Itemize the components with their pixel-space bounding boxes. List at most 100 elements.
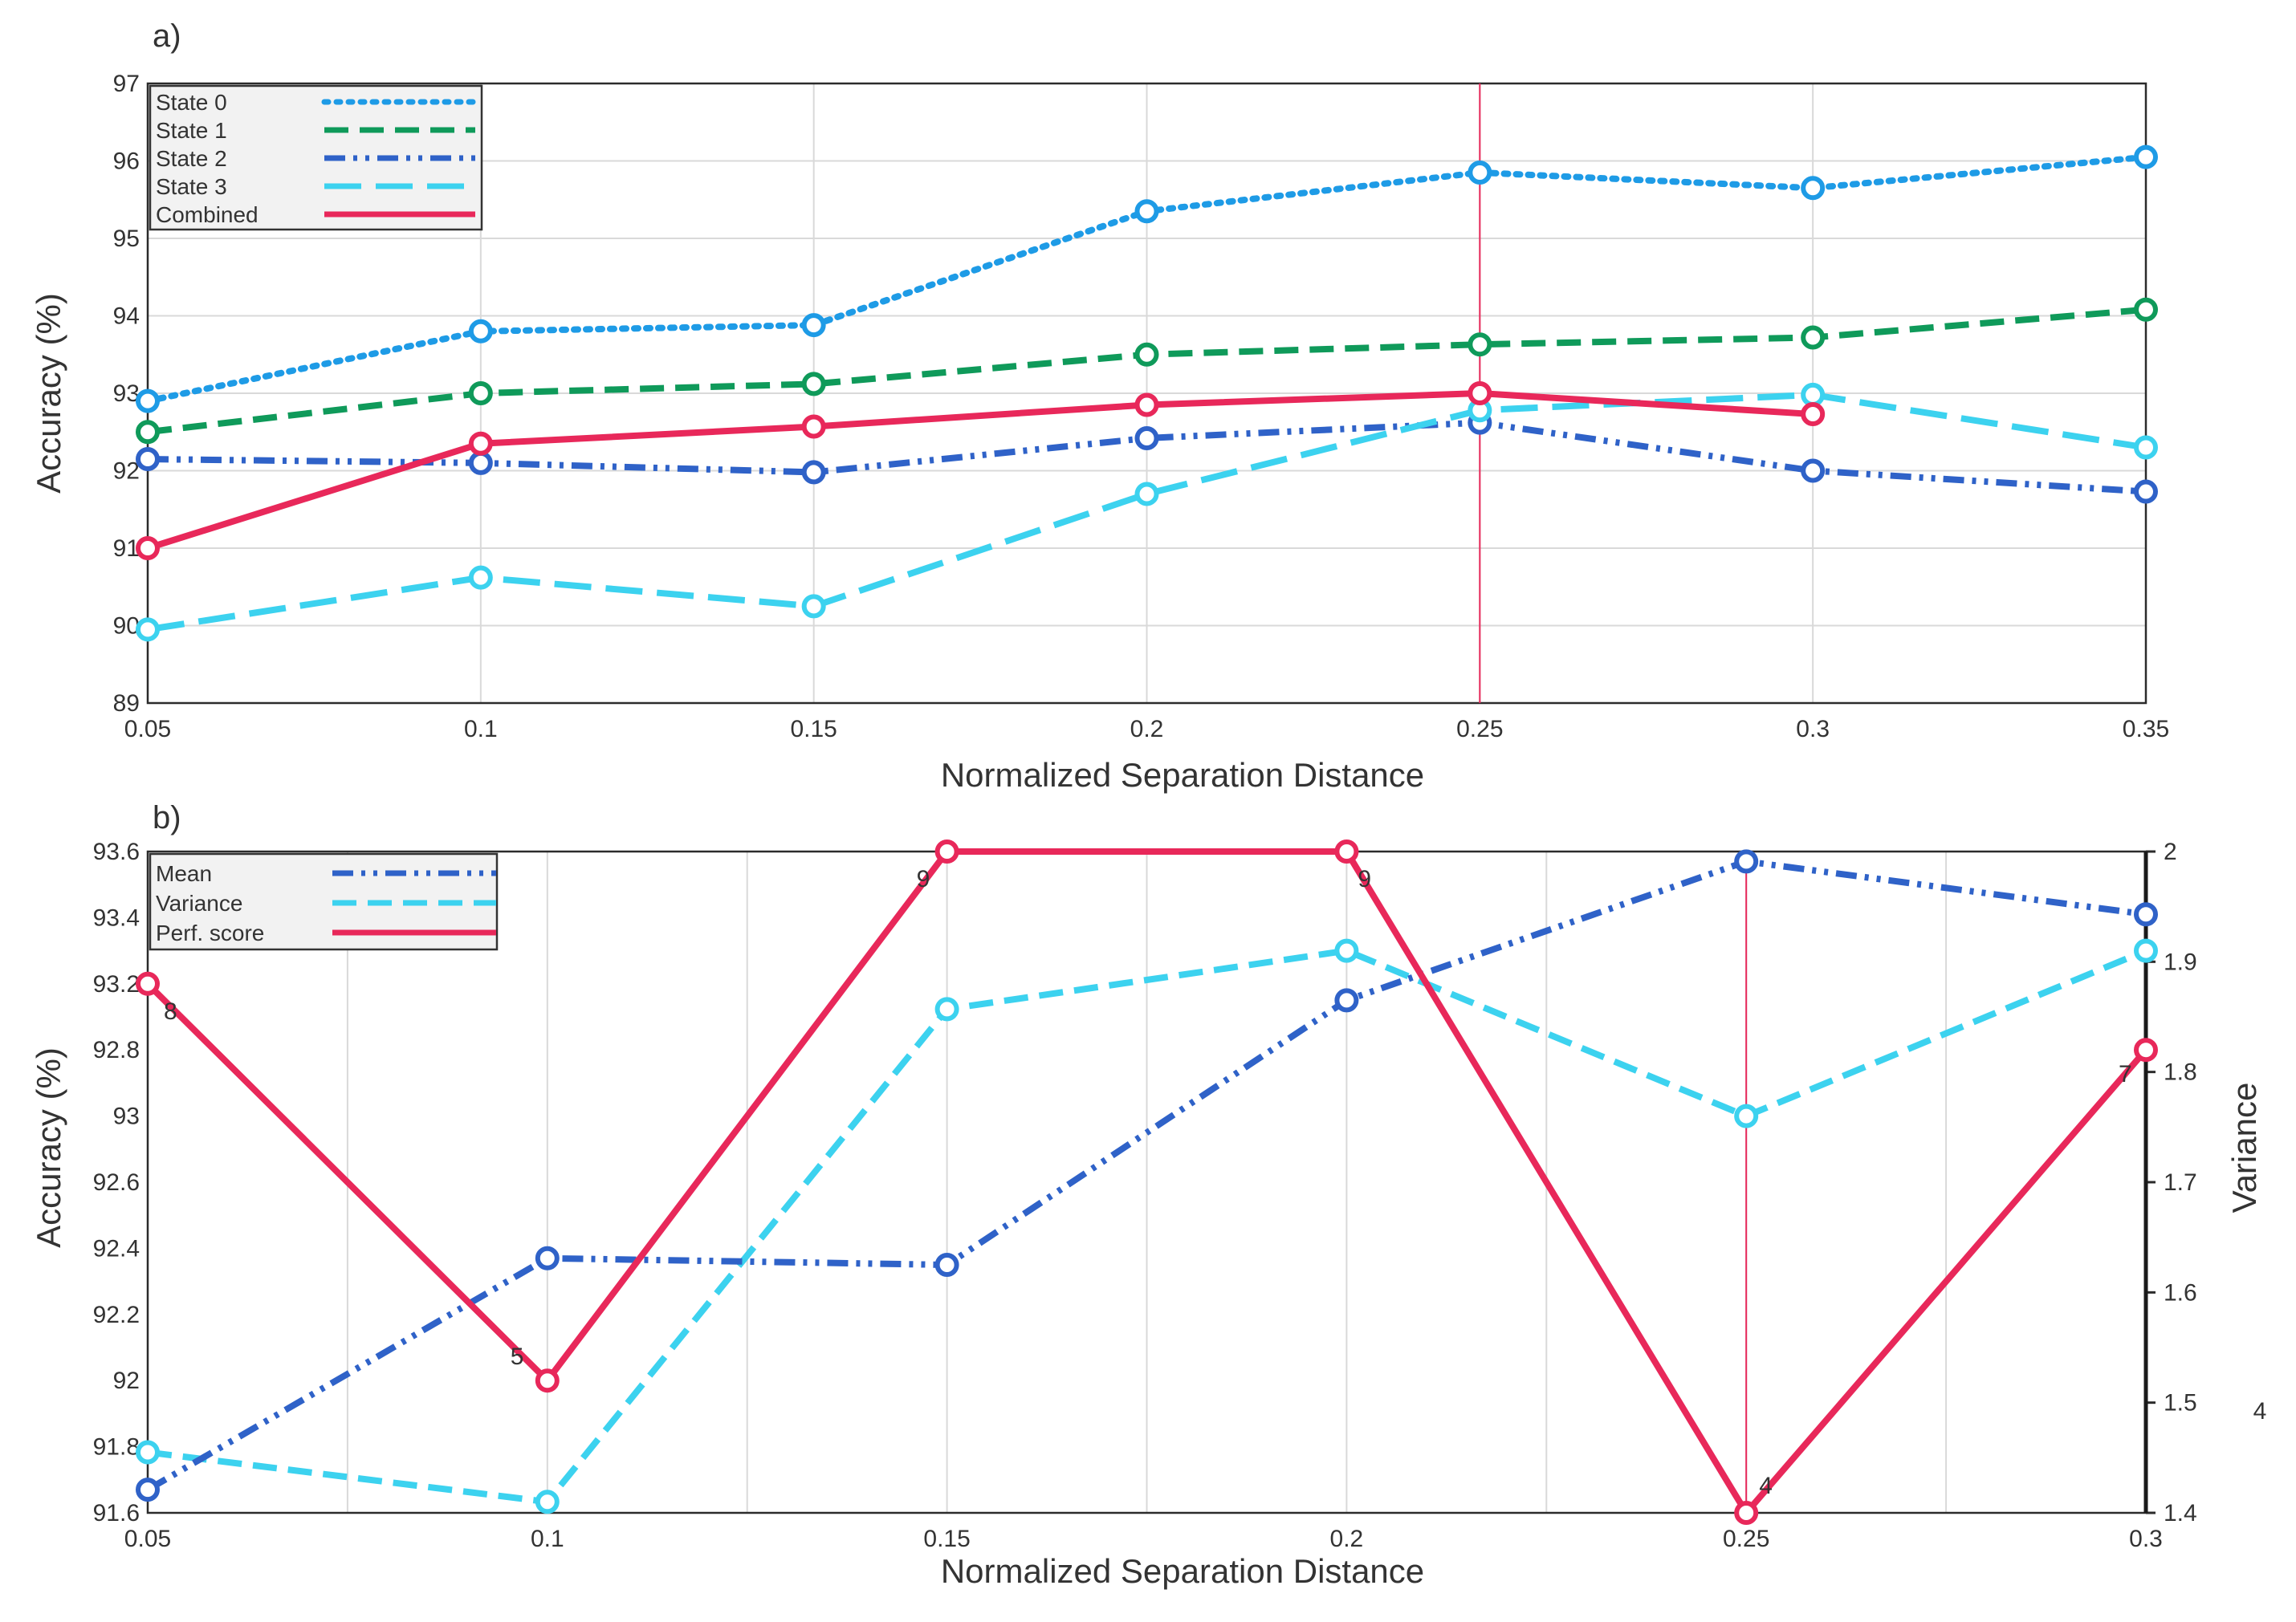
data-point-variance (934, 997, 959, 1022)
data-point-state-3 (468, 565, 493, 590)
y-tick-label: 95 (113, 226, 140, 252)
right-tick-label: 1.4 (2164, 1500, 2197, 1526)
x-tick-label: 0.1 (531, 1526, 564, 1552)
right-tick-label: 2 (2164, 839, 2177, 865)
legend-label-state-0: State 0 (156, 90, 227, 115)
x-tick-label: 0.2 (1130, 716, 1164, 742)
x-axis-label-b: Normalized Separation Distance (941, 1552, 1424, 1590)
y-tick-label: 89 (113, 690, 140, 717)
data-point-state-3 (136, 617, 160, 642)
y-tick-label: 93.6 (93, 839, 140, 865)
y-tick-label: 92 (113, 458, 140, 485)
x-tick-label: 0.3 (1796, 716, 1830, 742)
y-tick-label: 91.6 (93, 1500, 140, 1526)
panel-label-a: a) (153, 18, 181, 54)
y-axis-label-right: Variance (2225, 1083, 2263, 1213)
series-line-combined (146, 390, 1814, 551)
series-line-mean (145, 858, 2147, 1493)
legend-label-state-3: State 3 (156, 174, 227, 199)
data-point-state-1 (1468, 332, 1492, 357)
data-point-variance (136, 1440, 160, 1465)
data-point-state-1 (1134, 342, 1159, 367)
data-point-mean (136, 1478, 160, 1502)
data-point-state-0 (801, 313, 826, 338)
legend-label-state-2: State 2 (156, 146, 227, 171)
series-line-perf-score (145, 848, 2149, 1516)
legend-label-perf-score: Perf. score (156, 921, 264, 945)
data-point-variance (1334, 938, 1359, 963)
data-point-state-1 (136, 420, 160, 445)
data-point-perf-score (934, 839, 959, 864)
data-point-state-1 (2134, 297, 2158, 322)
data-point-combined (136, 536, 160, 560)
y-tick-label: 96 (113, 148, 140, 175)
x-tick-label: 0.05 (124, 1526, 171, 1552)
x-tick-label: 0.25 (1456, 716, 1503, 742)
y-tick-label: 94 (113, 303, 140, 330)
right-tick-label: 1.9 (2164, 949, 2197, 975)
data-point-state-2 (2134, 479, 2158, 504)
y-tick-label: 92.6 (93, 1169, 140, 1196)
data-point-state-3 (801, 594, 826, 619)
perf-score-label: 4 (1759, 1473, 1773, 1499)
data-point-state-2 (1134, 425, 1159, 450)
data-point-combined (468, 431, 493, 456)
y-tick-label: 92.2 (93, 1302, 140, 1328)
data-point-mean (2134, 902, 2158, 927)
data-point-state-2 (136, 447, 160, 472)
y-axis-label-b: Accuracy (%) (30, 1047, 67, 1248)
legend-box-a (149, 84, 483, 231)
y-tick-label: 92.8 (93, 1037, 140, 1063)
legend-label-variance: Variance (156, 891, 242, 916)
y-tick-label: 91 (113, 535, 140, 562)
data-point-state-2 (468, 450, 493, 475)
x-tick-label: 0.05 (124, 716, 171, 742)
perf-score-label: 7 (2119, 1061, 2132, 1087)
data-point-variance (535, 1490, 560, 1514)
data-point-state-1 (801, 372, 826, 396)
y-tick-label: 91.8 (93, 1434, 140, 1461)
panel-label-b: b) (153, 800, 181, 835)
data-point-perf-score (1334, 839, 1359, 864)
data-point-combined (801, 414, 826, 439)
right-tick-label: 1.7 (2164, 1169, 2197, 1196)
data-point-state-1 (1801, 325, 1826, 350)
data-point-state-0 (1801, 176, 1826, 201)
x-tick-label: 0.2 (1330, 1526, 1364, 1552)
panel-b-chart: b)0.05 0.1 0.15 0.2 0.25 0.391.691.89292.292.… (30, 800, 2266, 1590)
legend-label-state-1: State 1 (156, 118, 227, 143)
data-point-state-0 (2134, 144, 2158, 169)
data-point-perf-score (535, 1368, 560, 1393)
data-point-state-0 (136, 388, 160, 413)
y-tick-label: 93.4 (93, 904, 140, 931)
data-point-perf-score (2134, 1038, 2158, 1063)
data-point-state-0 (1468, 160, 1492, 185)
x-tick-label: 0.1 (464, 716, 498, 742)
data-point-perf-score (1734, 1501, 1759, 1525)
x-tick-label: 0.25 (1723, 1526, 1769, 1552)
legend-label-combined: Combined (156, 202, 259, 227)
perf-score-label: 9 (917, 866, 930, 892)
data-point-variance (2134, 938, 2158, 963)
y-tick-label: 93.2 (93, 971, 140, 998)
data-point-mean (535, 1246, 560, 1270)
series-line-variance (147, 947, 2147, 1506)
legend-label-mean: Mean (156, 861, 212, 886)
stray-annotation: 4 (2253, 1398, 2267, 1425)
y-axis-label-a: Accuracy (%) (30, 293, 67, 494)
data-point-state-2 (1801, 458, 1826, 483)
perf-score-label: 5 (511, 1344, 524, 1370)
data-point-combined (1468, 381, 1492, 405)
x-tick-label: 0.3 (2129, 1526, 2163, 1552)
y-tick-label: 90 (113, 613, 140, 640)
perf-score-label: 8 (164, 998, 177, 1025)
x-tick-label: 0.15 (923, 1526, 970, 1552)
right-tick-label: 1.8 (2164, 1059, 2197, 1086)
panel-a-chart: a) 0.05 0.1 0.15 0.2 0.25 0.3 0.35 89 90 91 92 93 94 9… (30, 18, 2169, 794)
y-tick-label: 92 (113, 1368, 140, 1394)
y-tick-label: 93 (113, 1104, 140, 1130)
data-point-state-1 (468, 381, 493, 405)
data-point-state-2 (801, 460, 826, 485)
y-tick-label: 93 (113, 380, 140, 407)
